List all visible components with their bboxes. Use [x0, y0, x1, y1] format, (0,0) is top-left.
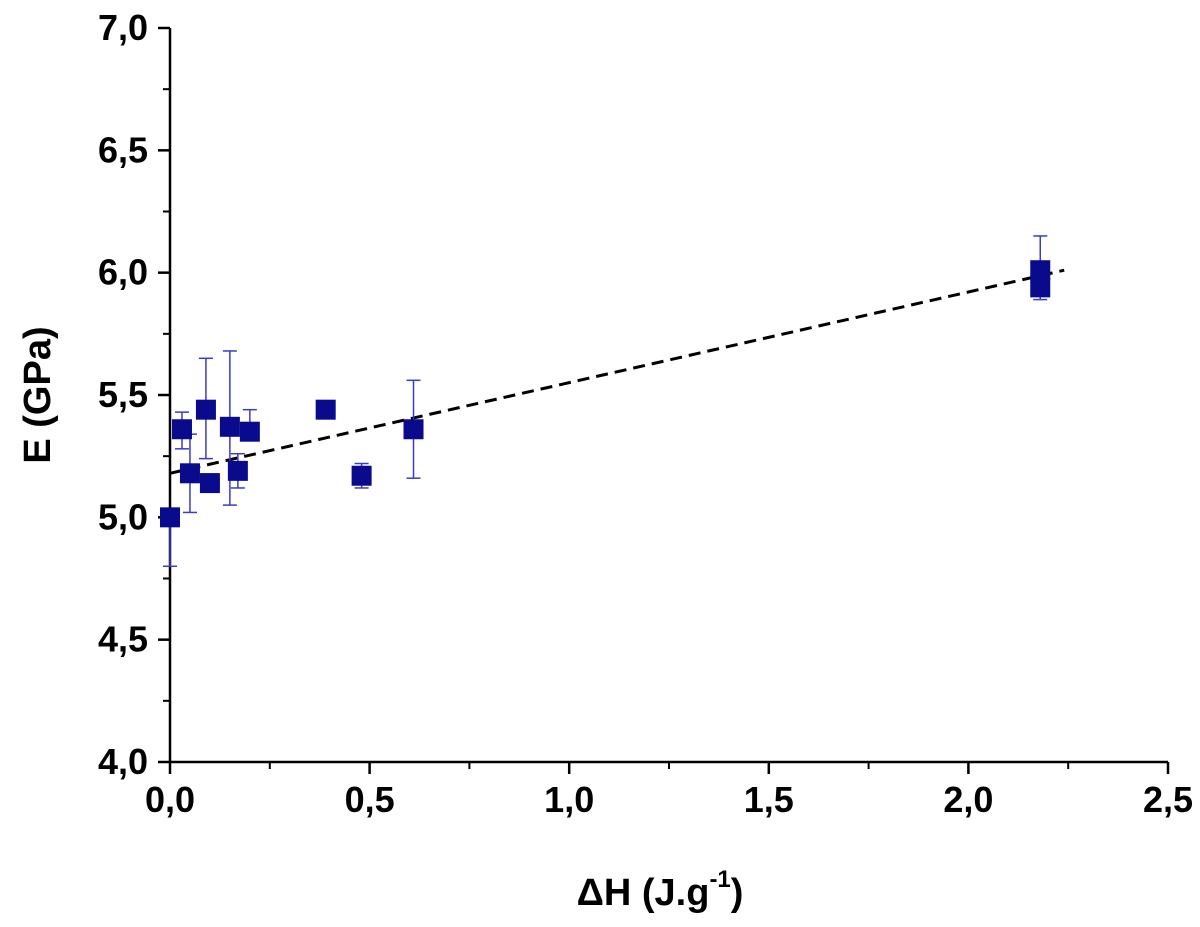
data-point-marker — [403, 419, 424, 440]
y-tick-label: 6,0 — [98, 252, 148, 293]
data-markers — [160, 260, 1051, 528]
x-tick-label: 1,0 — [544, 779, 594, 820]
y-tick-label: 7,0 — [98, 7, 148, 48]
data-point-marker — [160, 507, 180, 528]
y-tick-label: 5,5 — [98, 374, 148, 415]
x-tick-label: 1,5 — [744, 779, 794, 820]
y-tick-label: 4,5 — [98, 619, 148, 660]
data-point-marker — [227, 460, 248, 481]
x-axis-title-close: ) — [731, 872, 744, 914]
y-tick-label: 4,0 — [98, 741, 148, 782]
x-tick-label: 0,0 — [145, 779, 195, 820]
data-point-marker — [219, 416, 240, 437]
data-point-marker — [171, 419, 192, 440]
data-point-marker — [1030, 277, 1051, 298]
data-point-marker — [179, 463, 200, 484]
data-point-marker — [1030, 260, 1051, 281]
y-tick-label: 6,5 — [98, 129, 148, 170]
x-tick-label: 2,5 — [1143, 779, 1193, 820]
fit-line — [169, 268, 1065, 475]
error-bars — [163, 235, 1048, 568]
y-axis-title: E (GPa) — [17, 326, 59, 463]
axes — [158, 26, 1170, 774]
data-point-marker — [315, 399, 336, 420]
x-axis-title-sup: -1 — [709, 866, 730, 893]
x-axis-title-main: ΔH (J.g — [577, 872, 710, 914]
x-tick-label: 2,0 — [943, 779, 993, 820]
data-point-marker — [239, 421, 260, 442]
tick-labels: 4,0 4,5 5,0 5,5 6,0 6,5 7,0 0,0 0,5 1,0 1,5 2,0 2,5 — [98, 7, 1193, 820]
y-tick-label: 5,0 — [98, 496, 148, 537]
data-point-marker — [199, 473, 220, 494]
data-point-marker — [195, 399, 216, 420]
fit-line-group — [169, 268, 1065, 475]
x-axis-title: ΔH (J.g-1) — [577, 866, 744, 914]
data-point-marker — [351, 465, 372, 486]
x-tick-label: 0,5 — [345, 779, 395, 820]
